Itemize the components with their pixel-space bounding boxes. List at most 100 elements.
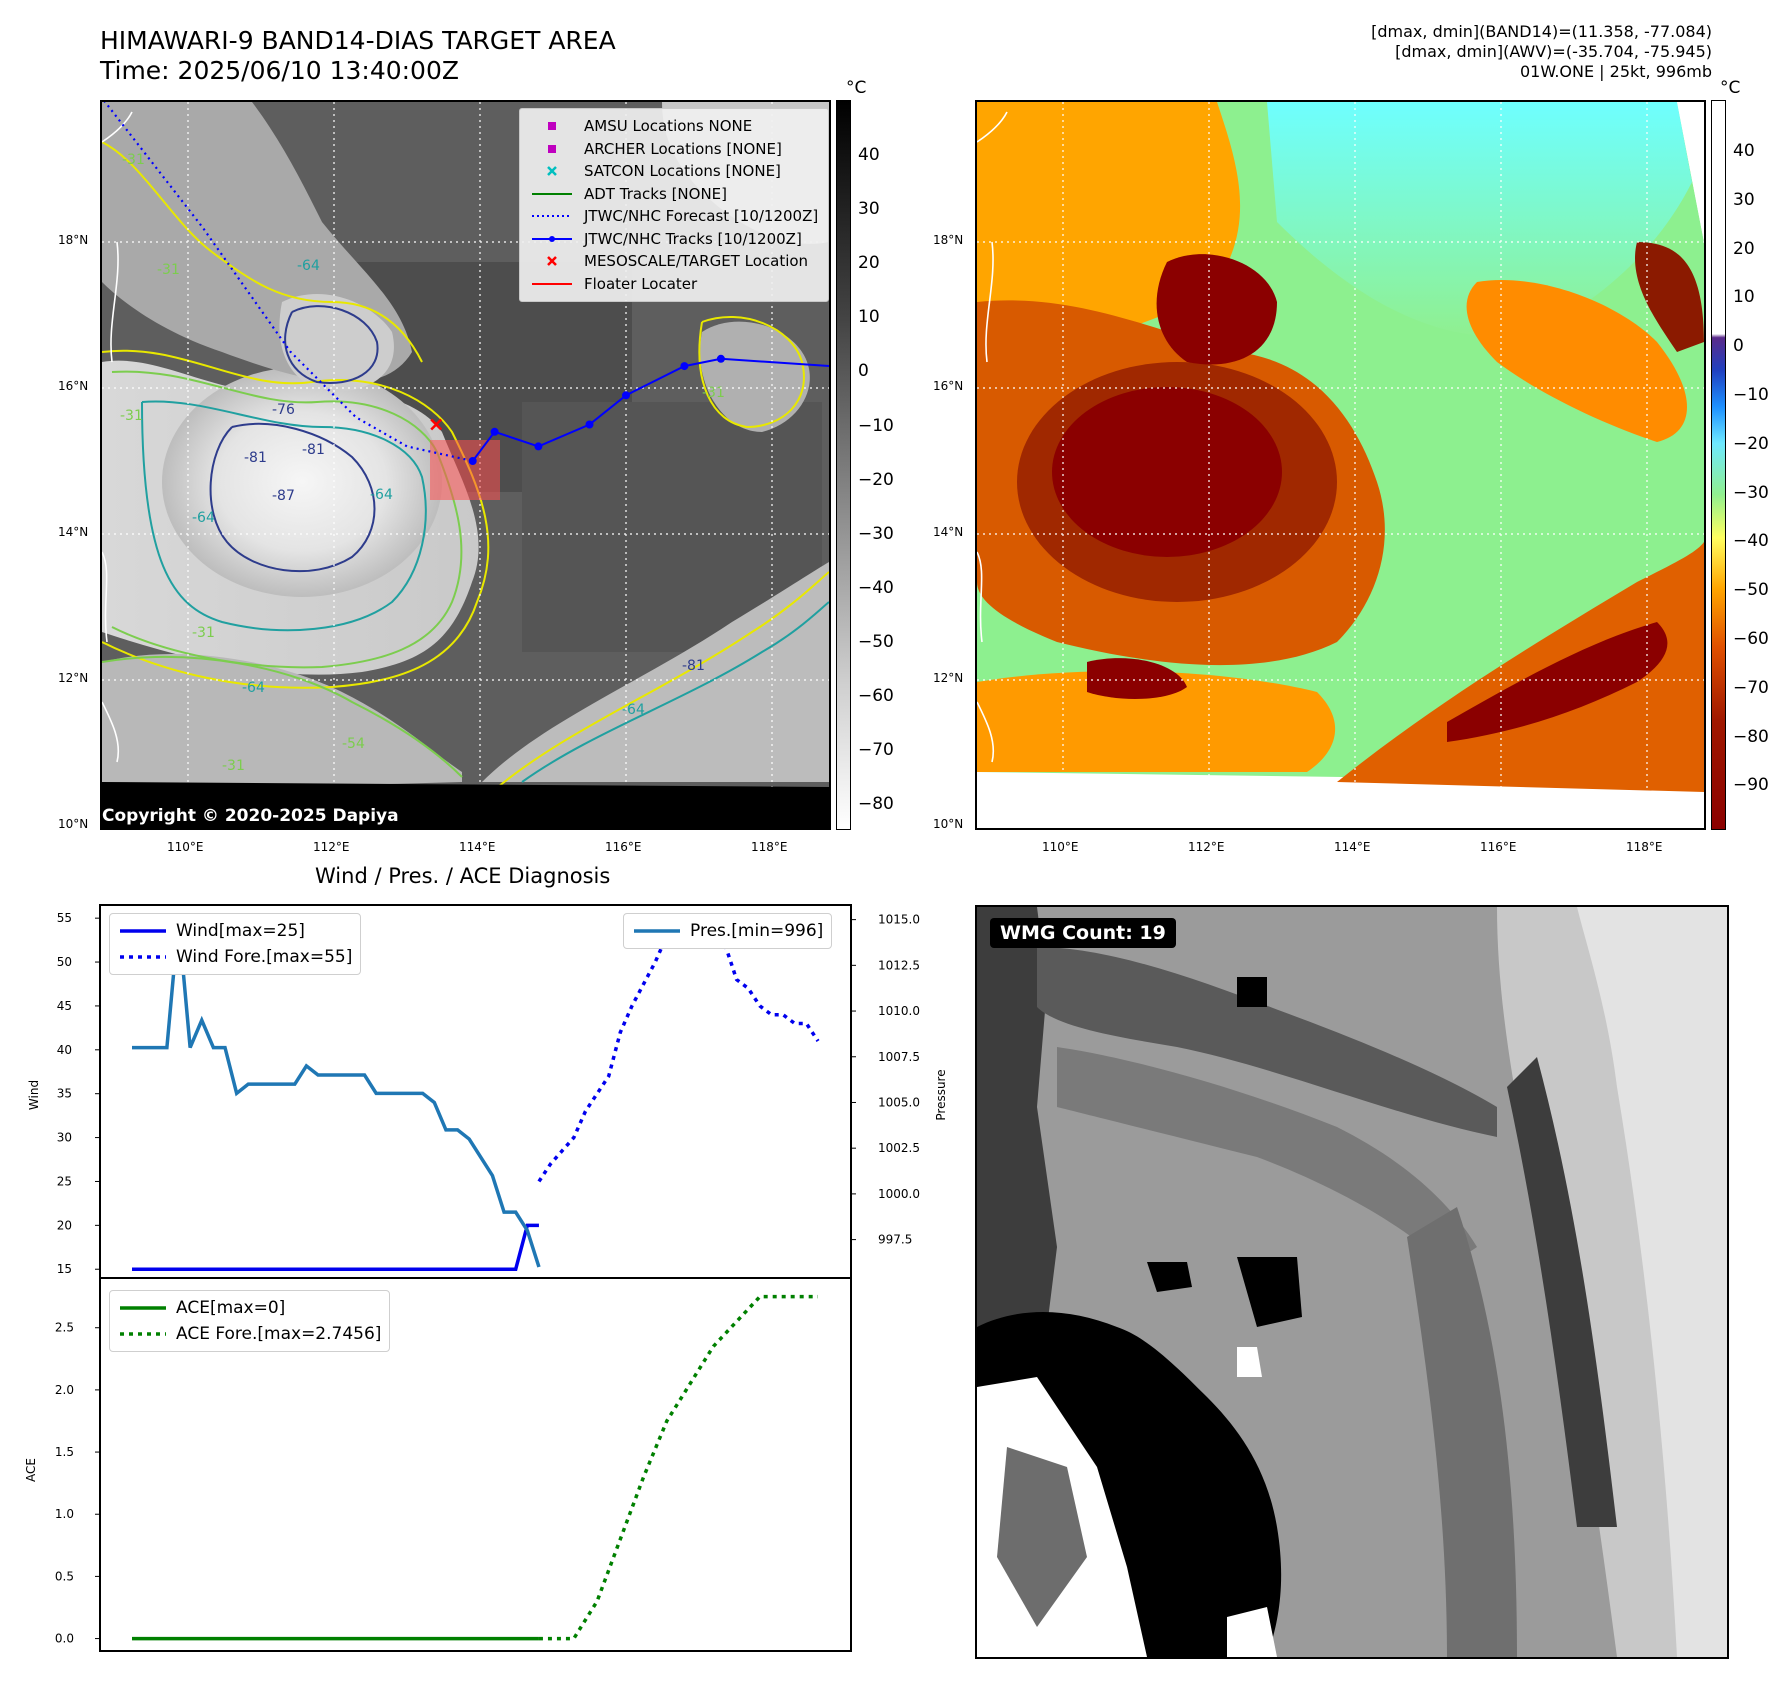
jtwc-track-line [471, 357, 829, 462]
legend-symbol [530, 187, 574, 201]
jtwc-track-point [680, 362, 689, 371]
contour-label: -81 [682, 658, 705, 674]
ace-plot-frame [99, 1277, 852, 1652]
ytick-label-wind: 15 [57, 1262, 72, 1276]
colorbar-tick: 40 [858, 145, 880, 165]
legend-symbol [530, 277, 574, 291]
ace-forecast-series-line [538, 1294, 818, 1641]
ytick-label-pressure: 1000.0 [878, 1187, 920, 1201]
lon-label: 118°E [1626, 840, 1663, 854]
colorbar-tick: −60 [858, 686, 894, 706]
chart-layer: 55 50 45 40 35 30 25 20 15 1015.0 1012.5 1010.0 1007… [55, 911, 920, 1645]
colorbar-tick: 30 [858, 199, 880, 220]
ytick-label-pressure: 997.5 [878, 1233, 912, 1247]
contour-label: -64 [242, 680, 265, 696]
lat-label: 12°N [933, 671, 964, 685]
jtwc-track-point [585, 420, 594, 429]
cloud-band-southeast [482, 562, 829, 782]
ytick-label-ace: 2.5 [55, 1321, 74, 1335]
lat-label: 10°N [58, 817, 89, 831]
colorbar-tick: −20 [858, 469, 894, 490]
lon-label: 116°E [605, 840, 642, 854]
colorbar-tick: −40 [858, 577, 894, 598]
colorbar-color-unit: °C [1720, 78, 1741, 98]
legend-label: ADT Tracks [NONE] [584, 184, 728, 203]
stats-line-2: [dmax, dmin](AWV)=(-35.704, -75.945) [1395, 42, 1712, 61]
contour-label: -31 [702, 385, 725, 401]
map-legend: AMSU Locations NONE ARCHER Locations [NON… [519, 108, 830, 302]
wmg-mid-ridge [1407, 1207, 1517, 1657]
wmg-white-bottom [1227, 1607, 1277, 1657]
colorbar-color [1711, 100, 1726, 830]
wind-ylabel: Wind [27, 1080, 41, 1110]
jtwc-track-point [490, 427, 499, 436]
legend-label: ACE[max=0] [176, 1298, 286, 1318]
colorbar-tick: −50 [1733, 580, 1769, 601]
cloud-cell-east [700, 321, 810, 432]
legend-label: SATCON Locations [NONE] [584, 162, 781, 180]
lon-label: 112°E [1188, 840, 1225, 854]
legend-item: SATCON Locations [NONE] [530, 160, 818, 183]
lon-label: 110°E [1042, 840, 1079, 854]
lon-label: 118°E [751, 840, 788, 854]
contour-label: -81 [302, 442, 325, 458]
stats-line-3: 01W.ONE | 25kt, 996mb [1519, 62, 1712, 81]
wind-legend: Wind[max=25] Wind Fore.[max=55] [109, 913, 362, 975]
colorbar-gray [836, 100, 851, 830]
ytick-label-wind: 50 [57, 955, 72, 969]
wmg-white-spot [1237, 1347, 1262, 1377]
ir-map-panel: -31 -31 -31 -31 -31 -64 -64 -64 -64 -76 … [100, 100, 831, 830]
target-marker [430, 418, 443, 431]
colorbar-tick: 10 [1733, 287, 1755, 308]
awv-map-grid [977, 102, 1704, 828]
pressure-series-line [132, 919, 541, 1268]
legend-line-dotted-green [120, 1332, 166, 1336]
lon-label: 112°E [313, 840, 350, 854]
contour-label: -64 [370, 487, 393, 503]
colorbar-tick: 10 [858, 307, 880, 328]
legend-item: AMSU Locations NONE [530, 115, 818, 138]
colorbar-tick: −90 [1733, 775, 1769, 796]
awv-map-panel [975, 100, 1706, 830]
contour-green-main [111, 370, 463, 669]
ytick-label-pressure: 1010.0 [878, 1004, 920, 1018]
contour-label: -76 [272, 402, 295, 418]
jtwc-track-point [622, 391, 630, 400]
ytick-label-ace: 1.5 [55, 1445, 74, 1459]
contour-label: -81 [244, 450, 267, 466]
colorbar-tick: −20 [1733, 433, 1769, 454]
ytick-label-wind: 35 [57, 1087, 72, 1101]
legend-symbol [530, 232, 574, 246]
ytick-label-ace: 2.0 [55, 1383, 74, 1397]
ytick-label-wind: 45 [57, 999, 72, 1013]
ir-map-svg: -31 -31 -31 -31 -31 -64 -64 -64 -64 -76 … [102, 102, 829, 828]
wmg-black-spot-2 [1237, 1257, 1302, 1327]
legend-symbol [530, 254, 574, 268]
ytick-label-pressure: 1002.5 [878, 1141, 920, 1155]
legend-item: MESOSCALE/TARGET Location [530, 250, 818, 273]
track-layer [103, 102, 829, 465]
awv-coastline [977, 111, 1008, 763]
jtwc-track-point [468, 457, 477, 465]
lon-label: 114°E [1334, 840, 1371, 854]
legend-label: JTWC/NHC Tracks [10/1200Z] [584, 229, 802, 248]
colorbar-tick: −10 [1733, 385, 1769, 405]
wmg-band-mid [1057, 1047, 1477, 1267]
legend-label: Wind[max=25] [176, 921, 305, 941]
legend-item-pressure: Pres.[min=996] [632, 918, 823, 944]
wmg-lighter-east [1577, 907, 1727, 1657]
ytick-label-pressure: 1015.0 [878, 913, 920, 927]
colorbar-tick: 20 [858, 253, 880, 274]
colorbar-tick: −60 [1733, 629, 1769, 649]
colorbar-gray-unit: °C [846, 78, 867, 98]
colorbar-tick: 0 [858, 361, 869, 382]
legend-item: Floater Locater [530, 273, 818, 296]
contour-label: -31 [157, 262, 180, 278]
chart-title: Wind / Pres. / ACE Diagnosis [315, 864, 611, 888]
lon-label: 114°E [459, 840, 496, 854]
stats-block: [dmax, dmin](BAND14)=(11.358, -77.084) [… [1371, 22, 1712, 82]
contour-label: -64 [622, 702, 645, 718]
legend-line-solid-green [120, 1306, 166, 1310]
legend-label: AMSU Locations NONE [584, 117, 753, 135]
ytick-label-wind: 40 [57, 1043, 72, 1057]
